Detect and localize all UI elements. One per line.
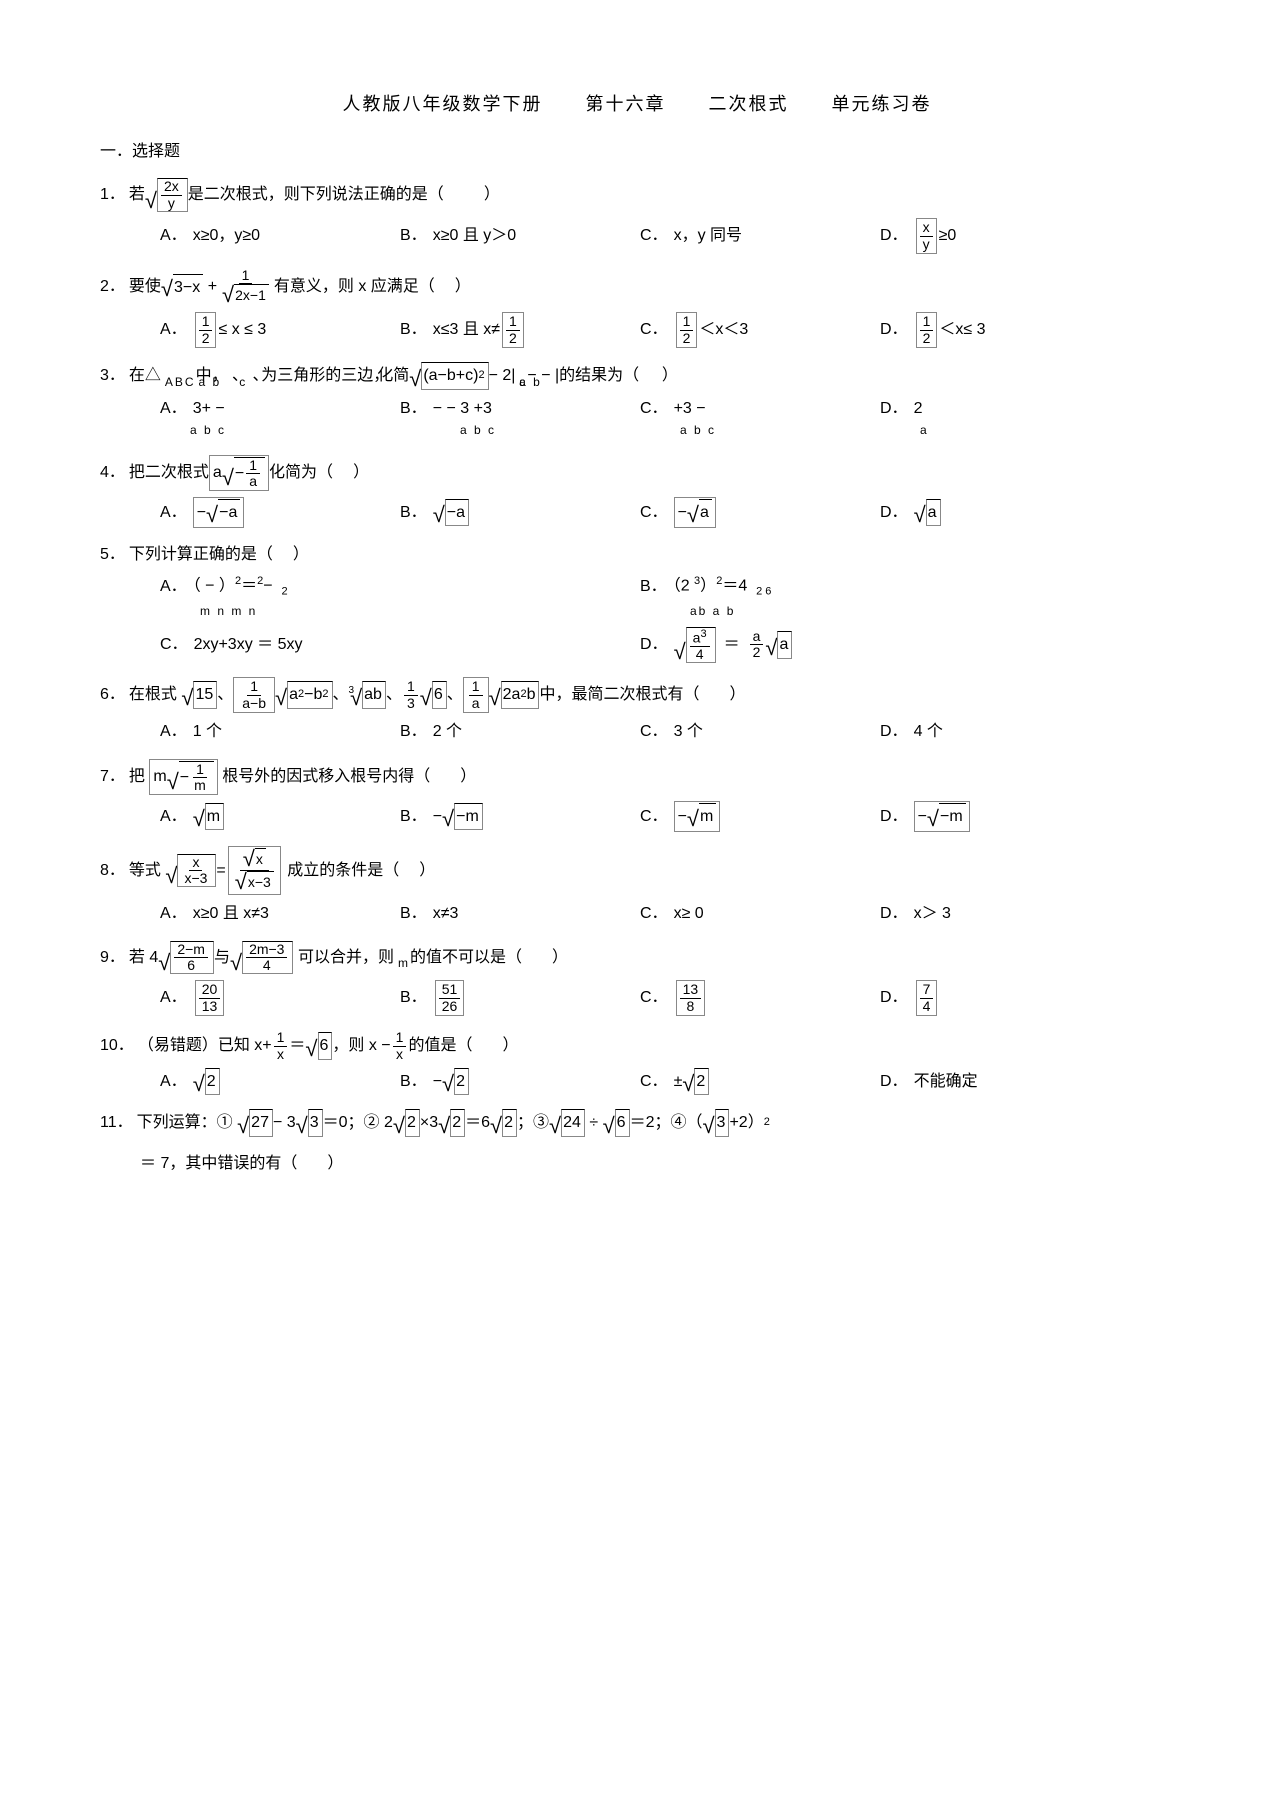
q5-options-row2: C．2xy+3xy ＝ 5xy D． √a34 ＝ a2 √a <box>160 627 1174 663</box>
question-4: 4． 把二次根式 a √−1a 化简为（ ） <box>100 455 1174 492</box>
question-9: 9． 若 4 √2−m6 与 √2m−34 可以合并，则 m 的值不可以是（ ） <box>100 941 1174 975</box>
title-p3: 二次根式 <box>709 94 789 114</box>
question-6: 6． 在根式 √15、 1a−b √a2−b2、 3√ab、 13 √6、 1a… <box>100 677 1174 713</box>
q1-mid: 是二次根式，则下列说法正确的是（ <box>188 182 444 208</box>
q3-options: A．3+ − a b c B．− − 3 +3 a b c C．+3 − a b… <box>160 396 1174 441</box>
page-title: 人教版八年级数学下册 第十六章 二次根式 单元练习卷 <box>100 90 1174 119</box>
question-5: 5． 下列计算正确的是（ ） <box>100 542 1174 568</box>
title-p4: 单元练习卷 <box>832 94 932 114</box>
q1-pre: 若 <box>129 182 145 208</box>
question-7: 7． 把 m √−1m 根号外的因式移入根号内得（ ） <box>100 759 1174 796</box>
q8-options: A．x≥0 且 x≠3 B．x≠3 C．x≥ 0 D．x＞ 3 <box>160 901 1174 927</box>
title-p1: 人教版八年级数学下册 <box>342 94 542 114</box>
section-1-heading: 一．选择题 <box>100 139 1174 165</box>
q4-options: A．−√−a B．√−a C．−√a D．√a <box>160 497 1174 528</box>
question-10: 10． （易错题）已知 x+ 1x ＝ √6 ，则 x − 1x 的值是（ ） <box>100 1030 1174 1062</box>
q9-options: A．2013 B．5126 C．138 D．74 <box>160 980 1174 1016</box>
question-11-line2: ＝ 7，其中错误的有（ ） <box>140 1151 1174 1177</box>
q6-options: A．1 个 B．2 个 C．3 个 D．4 个 <box>160 719 1174 745</box>
question-3: 3． 在△ ABC 中， 、 、 a b 为三角形的三边， c 化简 √(a−b… <box>100 362 1174 390</box>
question-8: 8． 等式 √xx−3 = √x √x−3 成立的条件是（ ） <box>100 846 1174 895</box>
question-2: 2． 要使 √3−x + 1 √2x−1 有意义，则 x 应满足（ ） <box>100 268 1174 306</box>
q7-options: A．√m B．−√−m C．−√m D．−√−m <box>160 801 1174 832</box>
q1-options: A．x≥0，y≥0 B．x≥0 且 y＞0 C．x，y 同号 D． xy ≥0 <box>160 218 1174 254</box>
q5-options-row1: A．（ − ）2＝2− 2 m n m n B．（2 3）2＝4 2 6 ab … <box>160 573 1174 620</box>
q1-num: 1． <box>100 182 125 208</box>
q1-post: ） <box>484 182 500 208</box>
question-11: 11． 下列运算：① √27 − 3 √3 ＝0；② 2 √2 ×3 √2 ＝6… <box>100 1109 1174 1137</box>
q2-options: A． 12 ≤ x ≤ 3 B．x≤3 且 x≠ 12 C． 12 ＜x＜3 D… <box>160 312 1174 348</box>
question-1: 1． 若 √ 2xy 是二次根式，则下列说法正确的是（ ） <box>100 178 1174 212</box>
q1-radical: √ 2xy <box>145 178 188 212</box>
q10-options: A．√2 B．−√2 C．±√2 D．不能确定 <box>160 1068 1174 1096</box>
title-p2: 第十六章 <box>585 94 665 114</box>
